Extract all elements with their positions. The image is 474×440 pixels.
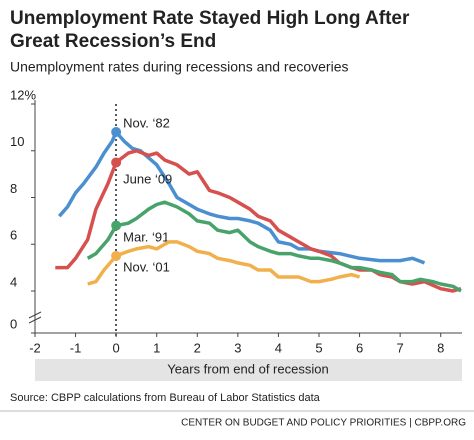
series-marker — [111, 250, 122, 261]
chart-title: Great Recession’s End — [10, 31, 216, 52]
series-line — [86, 200, 462, 293]
series-marker — [111, 127, 122, 138]
series-label: Nov. ‘82 — [123, 115, 170, 130]
x-tick-label: 3 — [234, 340, 241, 355]
x-tick-label: -2 — [29, 340, 41, 355]
y-tick-label: 10 — [10, 134, 24, 149]
x-tick-label: -1 — [70, 340, 82, 355]
y-tick-label: 0 — [10, 316, 17, 331]
footer: CENTER ON BUDGET AND POLICY PRIORITIES |… — [181, 418, 466, 429]
series-line — [55, 149, 462, 293]
y-tick-label: 6 — [10, 228, 17, 243]
y-tick-label: 4 — [10, 274, 17, 289]
y-tick-label: 8 — [10, 181, 17, 196]
x-tick-label: 8 — [437, 340, 444, 355]
x-axis-label: Years from end of recession — [167, 361, 328, 376]
series-label: Mar. ‘91 — [123, 229, 169, 244]
x-tick-label: 1 — [153, 340, 160, 355]
series-label: June ‘09 — [123, 171, 172, 186]
x-tick-label: 5 — [315, 340, 322, 355]
series-line — [57, 130, 426, 265]
x-tick-label: 4 — [275, 340, 282, 355]
x-tick-label: 7 — [397, 340, 404, 355]
series-marker — [111, 220, 122, 231]
series-label: Nov. ‘01 — [123, 259, 170, 274]
series-line — [87, 240, 361, 286]
x-label-band — [35, 359, 462, 381]
source: Source: CBPP calculations from Bureau of… — [10, 392, 321, 404]
axis-break — [28, 311, 42, 324]
x-tick-label: 0 — [113, 340, 120, 355]
chart-title: Unemployment Rate Stayed High Long After — [10, 8, 410, 29]
series-marker — [111, 157, 122, 168]
chart-subtitle: Unemployment rates during recessions and… — [10, 59, 349, 75]
x-tick-label: 2 — [194, 340, 201, 355]
x-tick-label: 6 — [356, 340, 363, 355]
y-tick-label: 12% — [10, 87, 36, 102]
